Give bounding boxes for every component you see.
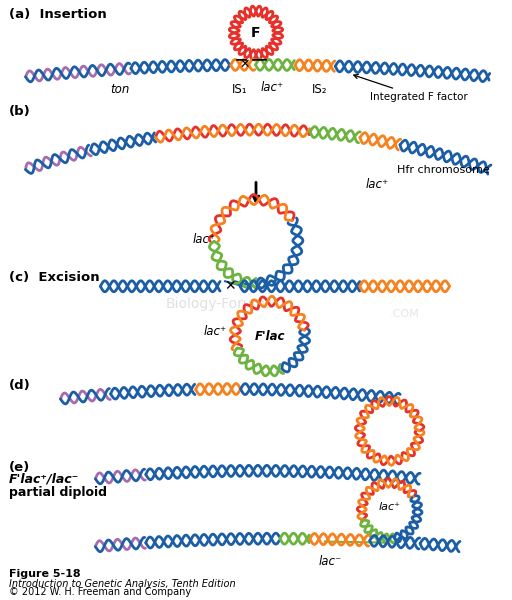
Text: (d): (d) <box>9 379 30 392</box>
Text: Introduction to Genetic Analysis, Tenth Edition: Introduction to Genetic Analysis, Tenth … <box>9 578 235 589</box>
Text: (c)  Excision: (c) Excision <box>9 271 99 284</box>
Text: Biology-Forums: Biology-Forums <box>165 297 272 311</box>
Text: lac⁺: lac⁺ <box>193 233 216 246</box>
Text: ✕: ✕ <box>240 58 250 71</box>
Text: IS₁: IS₁ <box>232 83 248 96</box>
Text: lac⁺: lac⁺ <box>379 502 401 512</box>
Text: F'lac: F'lac <box>254 329 285 343</box>
Text: lac⁺: lac⁺ <box>260 81 284 94</box>
Text: (e): (e) <box>9 461 30 474</box>
Text: F: F <box>251 26 261 40</box>
Text: IS₂: IS₂ <box>312 83 328 96</box>
Text: ✕: ✕ <box>224 279 236 293</box>
Text: (b): (b) <box>9 105 30 118</box>
Text: F'lac⁺/lac⁻: F'lac⁺/lac⁻ <box>9 473 79 486</box>
Text: lac⁺: lac⁺ <box>203 325 227 338</box>
Text: Hfr chromosome: Hfr chromosome <box>397 164 489 175</box>
Text: lac⁻: lac⁻ <box>318 554 342 568</box>
Text: partial diploid: partial diploid <box>9 486 106 499</box>
Text: (a)  Insertion: (a) Insertion <box>9 8 106 21</box>
Text: lac⁺: lac⁺ <box>366 178 389 191</box>
Text: © 2012 W. H. Freeman and Company: © 2012 W. H. Freeman and Company <box>9 587 191 598</box>
Text: Integrated F factor: Integrated F factor <box>354 74 467 102</box>
Text: .COM: .COM <box>390 309 419 319</box>
Text: ton: ton <box>111 83 130 96</box>
Text: Figure 5-18: Figure 5-18 <box>9 569 80 578</box>
